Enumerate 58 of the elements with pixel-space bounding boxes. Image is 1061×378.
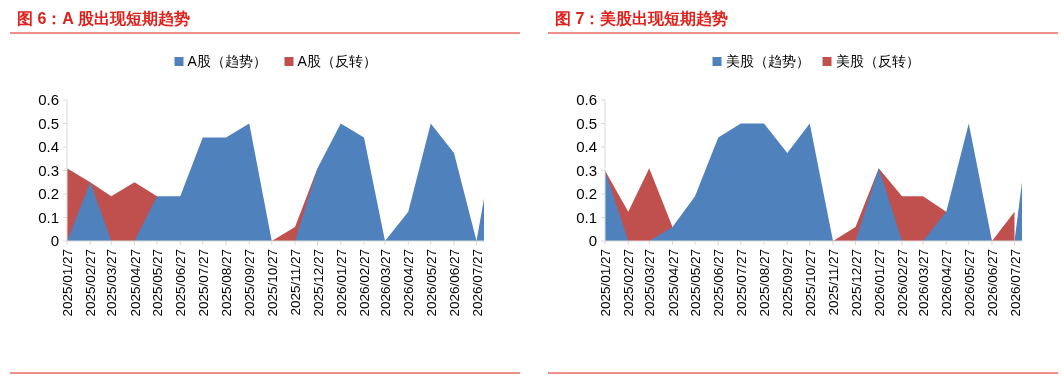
x-tick-label: 2025/03/27 [642,249,658,317]
x-tick-label: 2025/01/27 [598,249,613,317]
x-tick-label: 2025/12/27 [310,249,326,317]
chart-title: 图 7：美股出现短期趋势 [555,9,729,27]
x-tick-label: 2025/01/27 [60,249,75,317]
y-tick-label: 0.1 [38,208,59,226]
x-tick-label: 2026/06/27 [447,249,462,317]
legend-label: A股（趋势） [187,53,267,69]
x-tick-label: 2025/02/27 [83,249,99,317]
y-tick-label: 0.4 [576,138,597,155]
legend-label: 美股（趋势） [725,53,810,69]
x-tick-label: 2026/04/27 [401,249,417,317]
x-tick-label: 2026/03/27 [378,249,393,317]
x-tick-label: 2025/08/27 [219,249,234,317]
legend-label: A股（反转） [297,53,377,69]
x-tick-label: 2025/02/27 [621,249,637,317]
x-tick-label: 2025/10/27 [802,249,818,317]
x-tick-label: 2026/03/27 [916,249,931,317]
x-tick-label: 2025/05/27 [150,249,165,317]
x-tick-label: 2025/06/27 [711,249,727,317]
x-tick-label: 2026/05/27 [961,249,977,317]
x-tick-label: 2026/02/27 [357,249,372,317]
x-tick-label: 2026/01/27 [871,249,887,317]
y-tick-label: 0.2 [576,185,597,202]
x-tick-label: 2025/05/27 [688,249,703,317]
x-tick-label: 2026/04/27 [939,249,955,317]
x-tick-label: 2025/09/27 [780,249,796,317]
y-tick-label: 0.1 [576,208,597,226]
x-tick-label: 2025/06/27 [173,249,189,317]
y-tick-label: 0.5 [576,114,597,132]
y-tick-label: 0 [50,232,59,249]
x-tick-label: 2025/07/27 [195,249,211,317]
chart-title: 图 6：A 股出现短期趋势 [17,10,190,27]
x-tick-label: 2025/08/27 [757,249,772,317]
x-tick-label: 2025/03/27 [104,249,120,317]
x-tick-label: 2025/04/27 [127,249,143,317]
x-tick-label: 2026/01/27 [333,249,349,317]
legend-label: 美股（反转） [835,53,920,69]
x-tick-label: 2026/07/27 [1007,249,1023,317]
x-tick-label: 2026/02/27 [895,249,910,317]
y-tick-label: 0.3 [576,161,597,179]
x-tick-label: 2025/11/27 [288,249,303,316]
x-tick-label: 2025/11/27 [826,249,841,316]
x-tick-label: 2026/07/27 [469,249,485,317]
y-tick-label: 0 [588,232,597,249]
x-tick-label: 2025/10/27 [264,249,280,317]
y-tick-label: 0.3 [38,161,59,179]
x-tick-label: 2025/12/27 [848,249,864,317]
y-tick-label: 0.5 [38,114,59,132]
x-tick-label: 2026/05/27 [423,249,439,317]
y-tick-label: 0.4 [38,138,59,155]
y-tick-label: 0.6 [576,91,597,108]
y-tick-label: 0.2 [38,185,59,202]
x-tick-label: 2025/07/27 [733,249,749,317]
y-tick-label: 0.6 [38,91,59,108]
x-tick-label: 2025/04/27 [665,249,681,317]
x-tick-label: 2025/09/27 [242,249,258,317]
x-tick-label: 2026/06/27 [985,249,1000,317]
